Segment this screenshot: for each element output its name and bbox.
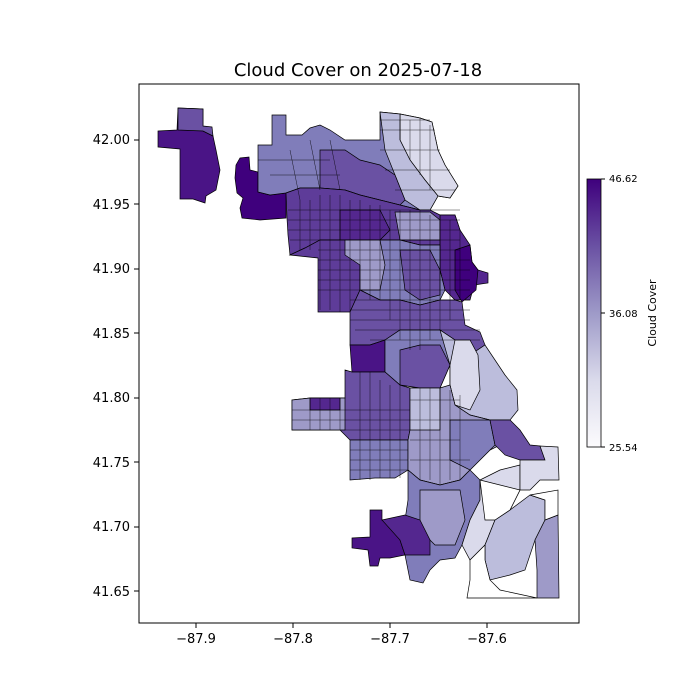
y-tick-label: 41.65 (93, 585, 130, 600)
y-tick-label: 41.80 (93, 391, 130, 406)
region-se-6 (479, 479, 521, 521)
x-tick-label: −87.6 (467, 632, 507, 647)
axes-frame (138, 83, 580, 624)
y-tick: 41.65 (93, 585, 139, 600)
region-ohare-north (177, 107, 214, 137)
x-tick: −87.6 (467, 623, 507, 647)
map-regions (157, 107, 560, 599)
region-northwest-1 (234, 156, 287, 221)
tract-grid (258, 118, 480, 485)
y-tick: 41.90 (93, 262, 139, 277)
x-tick-label: −87.8 (273, 632, 313, 647)
x-tick: −87.8 (273, 623, 313, 647)
region-fs-4 (381, 514, 431, 556)
y-tick-label: 42.00 (93, 133, 130, 148)
region-se-7 (529, 489, 559, 521)
region-sw-3 (309, 397, 341, 411)
x-tick: −87.7 (370, 623, 410, 647)
colorbar-min-label: 25.54 (609, 443, 638, 454)
x-tick-label: −87.7 (370, 632, 410, 647)
region-se-2 (519, 445, 560, 491)
y-tick-label: 41.95 (93, 198, 130, 213)
x-axis: −87.9 −87.8 −87.7 −87.6 (176, 623, 507, 647)
colorbar-gradient (586, 178, 602, 448)
colorbar-mid-label: 36.08 (609, 309, 638, 320)
region-nw-mid-3 (394, 211, 441, 241)
region-central-2 (349, 339, 386, 373)
y-tick-label: 41.70 (93, 520, 130, 535)
region-se-5 (466, 544, 538, 599)
region-lakefront-2 (454, 244, 479, 303)
colorbar: 46.62 36.08 25.54 Cloud Cover (586, 174, 659, 454)
colorbar-max-label: 46.62 (609, 174, 638, 185)
colorbar-title: Cloud Cover (646, 279, 659, 347)
y-tick: 41.85 (93, 327, 139, 342)
region-nw-mid-2 (339, 209, 391, 241)
y-axis: 42.00 41.95 41.90 41.85 41.80 41.75 41.7… (93, 133, 139, 600)
y-tick: 42.00 (93, 133, 139, 148)
y-tick-label: 41.75 (93, 456, 130, 471)
y-tick: 41.75 (93, 456, 139, 471)
region-central-east-2 (449, 339, 481, 411)
y-tick: 41.80 (93, 391, 139, 406)
region-central-4 (399, 344, 451, 389)
region-south-4 (489, 419, 546, 461)
y-tick-label: 41.90 (93, 262, 130, 277)
x-tick-label: −87.9 (176, 632, 216, 647)
y-tick: 41.70 (93, 520, 139, 535)
map-title: Cloud Cover on 2025-07-18 (234, 60, 482, 81)
y-tick-label: 41.85 (93, 327, 130, 342)
x-tick: −87.9 (176, 623, 216, 647)
region-south-3 (449, 419, 496, 471)
y-tick: 41.95 (93, 198, 139, 213)
region-south-2 (409, 387, 441, 431)
